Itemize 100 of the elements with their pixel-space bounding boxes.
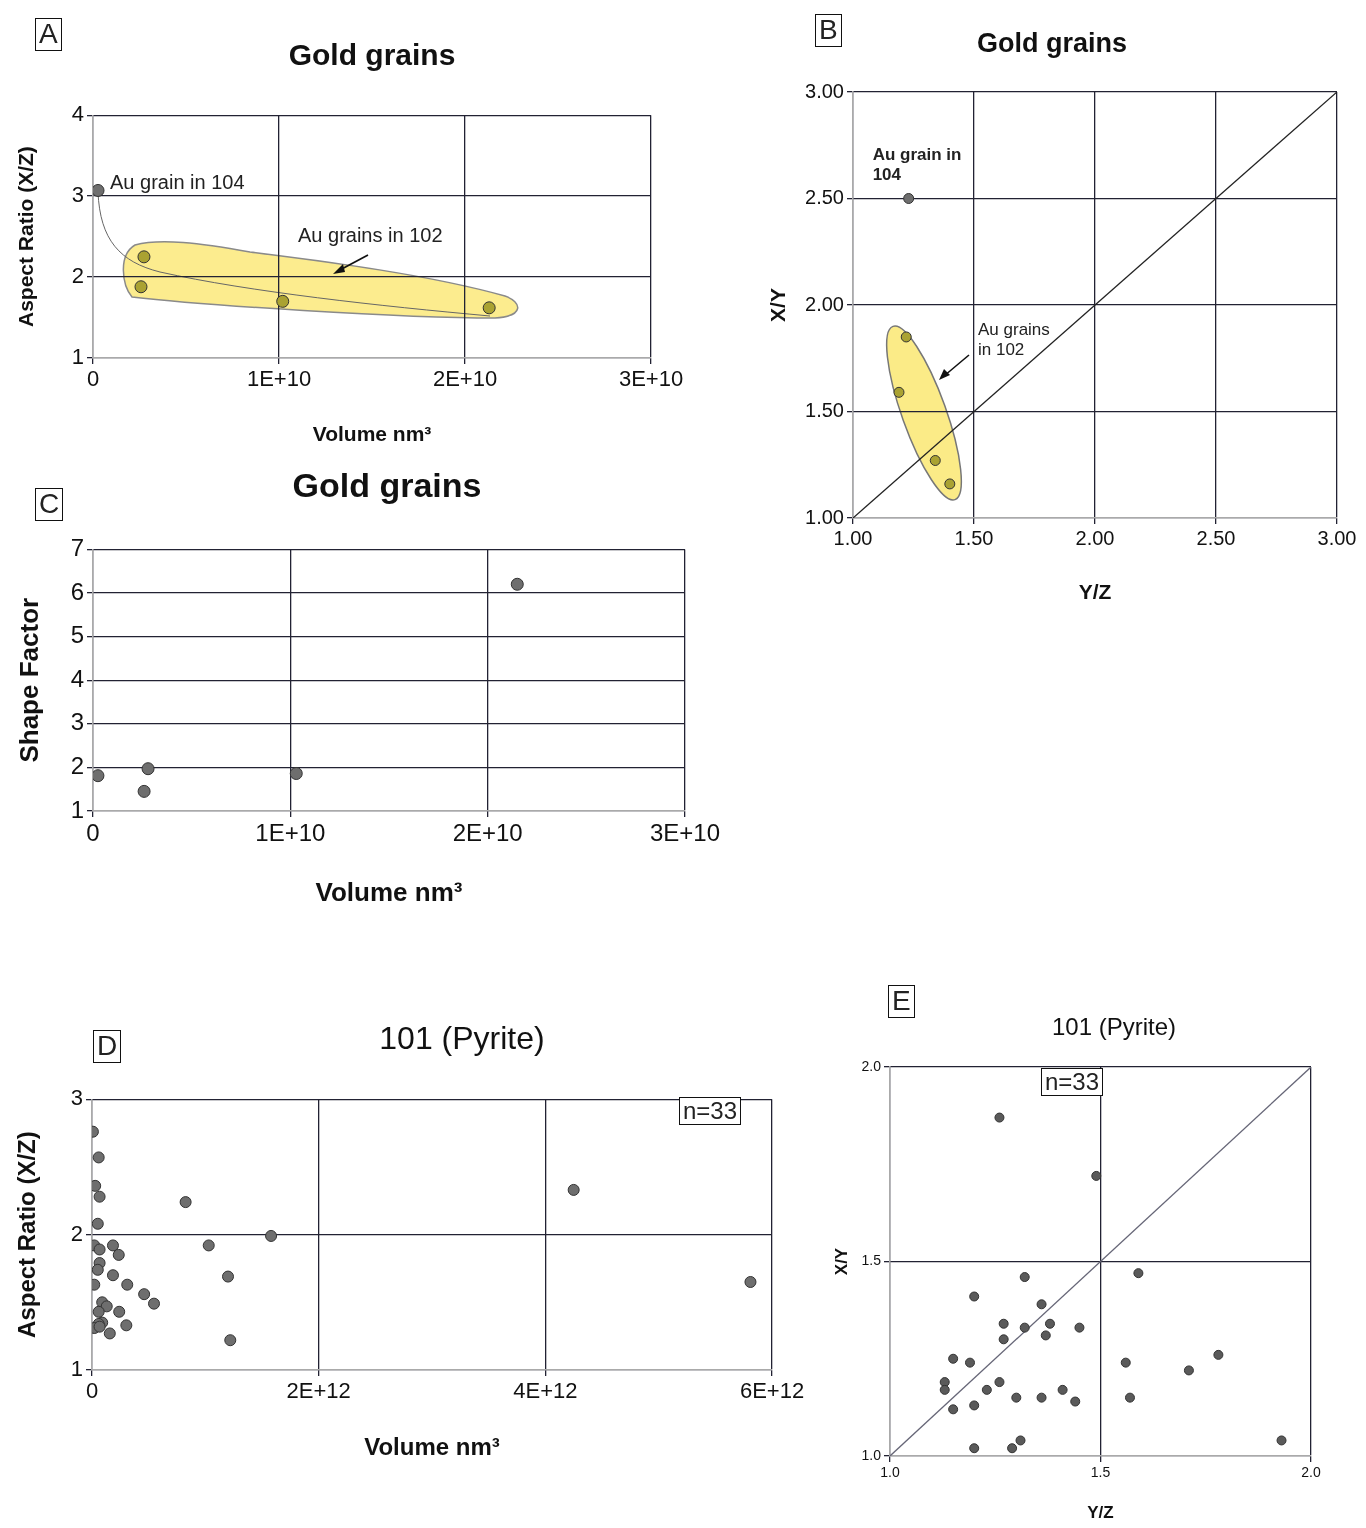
point xyxy=(1015,1435,1026,1446)
annotation: n=33 xyxy=(679,1097,742,1126)
point xyxy=(1057,1384,1068,1395)
point xyxy=(224,1334,237,1347)
point xyxy=(903,193,915,204)
point xyxy=(900,331,912,343)
point xyxy=(93,183,105,197)
point xyxy=(1044,1318,1055,1329)
y-axis-title: X/Y xyxy=(831,1247,851,1276)
y-tick-label: 1 xyxy=(70,1356,83,1382)
x-axis-title: Y/Z xyxy=(1078,580,1112,604)
point xyxy=(998,1318,1009,1329)
x-tick-label: 2E+10 xyxy=(452,819,523,847)
point xyxy=(121,1278,134,1291)
annotation: Au grain in 104 xyxy=(110,170,245,195)
point xyxy=(137,784,151,798)
point xyxy=(1120,1357,1131,1368)
point xyxy=(944,478,956,490)
point xyxy=(92,1305,105,1318)
point xyxy=(1036,1392,1047,1403)
point xyxy=(964,1357,975,1368)
point xyxy=(103,1327,116,1340)
y-axis-title: Aspect Ratio (X/Z) xyxy=(14,146,38,328)
point xyxy=(1133,1268,1144,1279)
x-tick-label: 3E+10 xyxy=(618,366,684,392)
y-tick-label: 1.5 xyxy=(861,1252,882,1269)
chart-title: Gold grains xyxy=(291,466,483,505)
x-axis-title: Volume nm³ xyxy=(312,422,432,446)
y-axis-title: X/Y xyxy=(766,288,790,322)
y-tick-label: 2.00 xyxy=(805,292,844,315)
x-tick-label: 3E+10 xyxy=(649,819,721,847)
point xyxy=(969,1400,980,1411)
point xyxy=(1040,1330,1051,1341)
point xyxy=(994,1377,1005,1388)
point xyxy=(939,1384,950,1395)
point xyxy=(998,1334,1009,1345)
point xyxy=(138,1288,151,1301)
point xyxy=(137,250,151,264)
annotation: Au grains in 102 xyxy=(978,320,1051,361)
point xyxy=(265,1229,278,1242)
y-axis-title: Shape Factor xyxy=(13,597,44,763)
x-tick-label: 0 xyxy=(85,1378,99,1404)
point xyxy=(981,1384,992,1395)
point xyxy=(112,1248,125,1261)
x-tick-label: 0 xyxy=(86,366,100,392)
point xyxy=(1007,1443,1018,1454)
point xyxy=(141,762,155,776)
point xyxy=(289,767,303,780)
point xyxy=(1276,1435,1287,1446)
point xyxy=(567,1183,580,1196)
point xyxy=(1213,1349,1224,1360)
point xyxy=(1124,1392,1135,1403)
point xyxy=(948,1353,959,1364)
x-tick-label: 2.0 xyxy=(1301,1464,1321,1481)
chart-title: Gold grains xyxy=(976,28,1128,58)
point xyxy=(929,454,941,466)
text: D xyxy=(93,1030,122,1063)
point xyxy=(134,280,148,294)
x-tick-label: 2E+10 xyxy=(432,366,498,392)
x-tick-label: 1.0 xyxy=(880,1464,900,1481)
point xyxy=(93,1243,106,1256)
x-tick-label: 0 xyxy=(86,819,100,847)
chart-title: Gold grains xyxy=(287,38,457,72)
x-tick-label: 2E+12 xyxy=(286,1378,351,1404)
point xyxy=(1036,1299,1047,1310)
y-tick-label: 2.0 xyxy=(861,1057,882,1074)
x-tick-label: 1E+10 xyxy=(246,366,312,392)
point xyxy=(92,1263,104,1276)
point xyxy=(113,1305,126,1318)
point xyxy=(179,1196,192,1209)
point xyxy=(1011,1392,1022,1403)
x-tick-label: 1E+10 xyxy=(255,819,326,847)
y-tick-label: 1.0 xyxy=(861,1446,882,1463)
y-tick-label: 5 xyxy=(70,621,84,649)
x-axis-title: Volume nm³ xyxy=(315,876,463,907)
y-tick-label: 1 xyxy=(70,795,84,823)
y-tick-label: 2 xyxy=(71,263,84,289)
x-tick-label: 6E+12 xyxy=(739,1378,805,1404)
x-tick-label: 2.00 xyxy=(1075,526,1115,549)
point xyxy=(969,1443,980,1454)
text: A xyxy=(35,18,62,51)
point xyxy=(106,1269,119,1282)
point xyxy=(202,1239,215,1252)
y-tick-label: 3 xyxy=(70,708,84,736)
x-tick-label: 1.5 xyxy=(1090,1464,1111,1481)
y-tick-label: 4 xyxy=(70,664,84,692)
annotation: n=33 xyxy=(1041,1068,1104,1097)
x-tick-label: 1.50 xyxy=(954,526,994,549)
point xyxy=(1019,1322,1030,1333)
text: C xyxy=(35,488,64,521)
chart-title: 101 (Pyrite) xyxy=(1051,1013,1177,1040)
point xyxy=(969,1291,980,1302)
x-axis-title: Volume nm³ xyxy=(364,1433,500,1461)
y-tick-label: 6 xyxy=(70,577,84,605)
point xyxy=(948,1404,959,1415)
text: E xyxy=(888,985,915,1018)
y-tick-label: 2 xyxy=(70,752,84,780)
y-tick-label: 1.00 xyxy=(805,505,844,528)
y-tick-label: 2.50 xyxy=(805,186,844,209)
point xyxy=(93,1190,106,1203)
